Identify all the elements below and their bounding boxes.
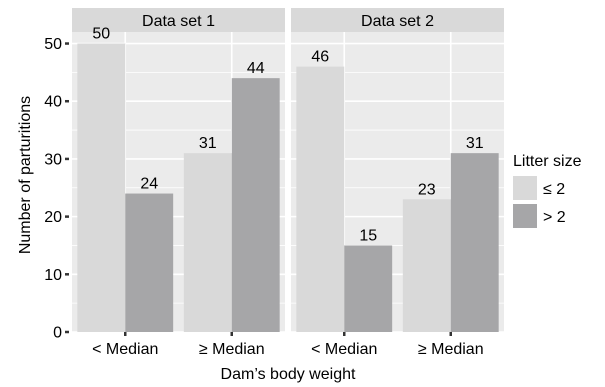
bar bbox=[183, 153, 232, 332]
panel-strip bbox=[72, 8, 285, 32]
bar-value-label: 50 bbox=[92, 26, 110, 43]
x-tick-label: < Median bbox=[311, 341, 377, 358]
y-axis: 0 10 20 30 40 50 bbox=[44, 36, 69, 342]
x-tick-label: < Median bbox=[92, 341, 158, 358]
y-tick-label: 30 bbox=[44, 151, 62, 168]
bar bbox=[344, 245, 393, 332]
bar bbox=[231, 78, 280, 333]
bar-value-label: 15 bbox=[359, 227, 377, 244]
bar bbox=[450, 153, 499, 332]
legend: Litter size ≤ 2 > 2 bbox=[513, 153, 582, 228]
y-tick-label: 10 bbox=[44, 267, 62, 284]
y-tick-label: 0 bbox=[53, 325, 62, 342]
bar-value-label: 31 bbox=[466, 135, 484, 152]
bar bbox=[77, 43, 126, 333]
y-axis-label: Number of parturitions bbox=[17, 96, 34, 254]
panel-1: Data set 1 50 24 < Median 31 44 ≥ Median bbox=[72, 8, 285, 358]
bar bbox=[402, 199, 451, 332]
legend-label: ≤ 2 bbox=[543, 181, 565, 198]
panel-title: Data set 2 bbox=[361, 13, 434, 30]
bar bbox=[296, 66, 345, 332]
bar bbox=[125, 193, 174, 332]
y-tick-label: 20 bbox=[44, 209, 62, 226]
bar-value-label: 23 bbox=[418, 181, 436, 198]
bar-value-label: 24 bbox=[140, 176, 158, 193]
legend-title: Litter size bbox=[513, 153, 582, 170]
panel-strip bbox=[291, 8, 504, 32]
legend-label: > 2 bbox=[543, 209, 566, 226]
y-tick-label: 40 bbox=[44, 94, 62, 111]
legend-key bbox=[513, 204, 537, 228]
x-axis-label: Dam’s body weight bbox=[221, 366, 356, 383]
x-tick-label: ≥ Median bbox=[418, 341, 484, 358]
y-tick-label: 50 bbox=[44, 36, 62, 53]
bar-value-label: 31 bbox=[199, 135, 217, 152]
x-tick-label: ≥ Median bbox=[199, 341, 265, 358]
panel-2: Data set 2 46 15 < Median 23 31 ≥ Median bbox=[291, 8, 504, 358]
bar-value-label: 44 bbox=[247, 60, 265, 77]
legend-key bbox=[513, 176, 537, 200]
bar-value-label: 46 bbox=[311, 49, 329, 66]
panel-title: Data set 1 bbox=[142, 13, 215, 30]
